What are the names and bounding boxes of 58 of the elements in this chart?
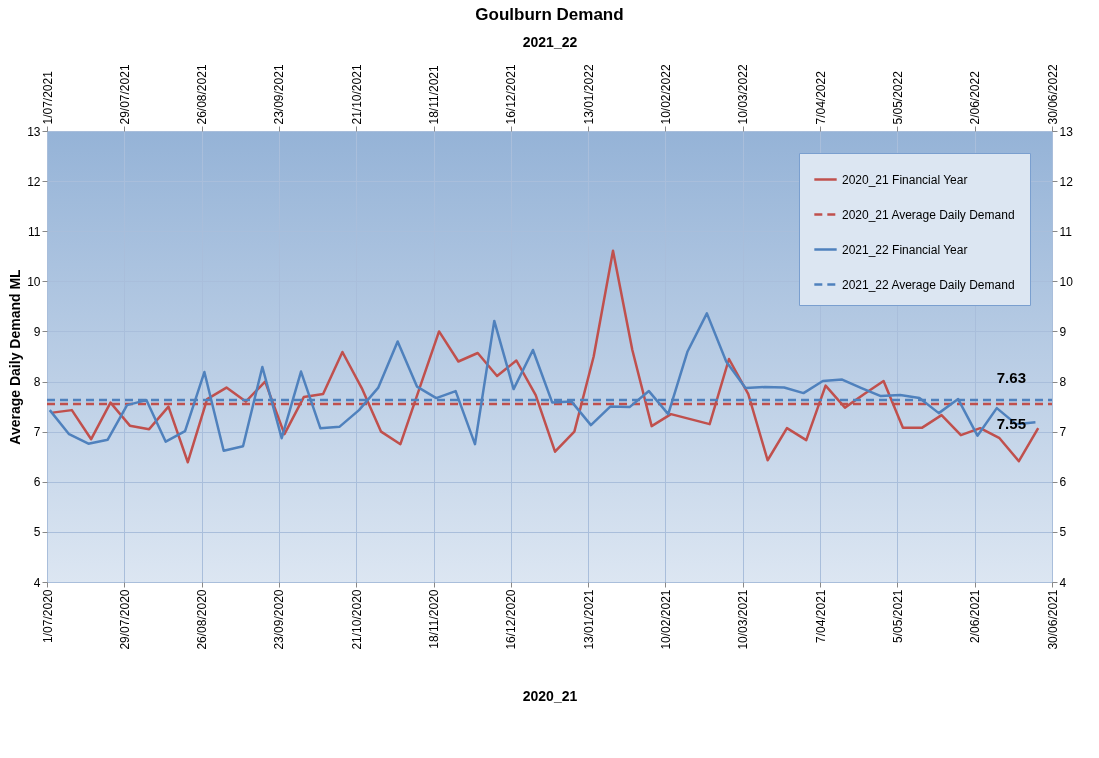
legend-label: 2021_22 Financial Year	[842, 242, 968, 257]
x-tick-label: 10/02/2021	[658, 589, 673, 650]
y-tick-label: 8	[33, 375, 41, 390]
x2-tick-label: 13/01/2022	[581, 64, 596, 125]
y2-tick-label: 9	[1059, 324, 1067, 339]
chart-title: Goulburn Demand	[475, 4, 624, 24]
x2-tick-label: 7/04/2022	[813, 70, 828, 125]
y2-tick-label: 11	[1059, 224, 1073, 239]
x2-axis-title: 2021_22	[522, 34, 578, 51]
y-tick-label: 11	[28, 224, 41, 239]
x2-tick-label: 16/12/2021	[504, 64, 519, 125]
y-tick-label: 10	[27, 274, 41, 289]
x2-tick-label: 18/11/2021	[427, 65, 442, 125]
x-tick-label: 10/03/2021	[736, 589, 751, 650]
y2-tick-label: 4	[1059, 575, 1067, 590]
y2-tick-label: 13	[1059, 124, 1074, 139]
y2-tick-label: 5	[1059, 525, 1067, 540]
y-axis-title: Average Daily Demand ML	[7, 268, 24, 445]
y-tick-label: 5	[33, 525, 41, 540]
x-tick-label: 2/06/2021	[968, 589, 983, 643]
x-tick-label: 5/05/2021	[890, 589, 905, 643]
x-tick-label: 1/07/2020	[40, 589, 55, 643]
y-tick-label: 4	[33, 575, 41, 590]
x-tick-label: 26/08/2020	[195, 589, 210, 650]
y2-tick-label: 10	[1059, 274, 1074, 289]
x-tick-label: 13/01/2021	[581, 589, 596, 650]
y-tick-label: 7	[33, 425, 41, 440]
legend-label: 2021_22 Average Daily Demand	[842, 277, 1015, 292]
y2-tick-label: 12	[1059, 174, 1074, 189]
x2-tick-label: 30/06/2022	[1045, 64, 1060, 125]
annotation: 7.63	[996, 369, 1026, 387]
x-tick-label: 21/10/2020	[349, 589, 364, 650]
x-tick-label: 29/07/2020	[117, 589, 132, 650]
y-tick-label: 12	[27, 174, 41, 189]
legend-label: 2020_21 Average Daily Demand	[842, 207, 1015, 222]
x2-tick-label: 21/10/2021	[349, 64, 364, 125]
x2-tick-label: 2/06/2022	[968, 70, 983, 125]
y-tick-label: 9	[33, 324, 41, 339]
y2-tick-label: 8	[1059, 375, 1067, 390]
x2-tick-label: 23/09/2021	[272, 64, 287, 125]
x-axis-title: 2020_21	[522, 687, 578, 704]
x2-tick-label: 5/05/2022	[890, 70, 905, 125]
annotation: 7.55	[996, 415, 1026, 433]
x2-tick-label: 29/07/2021	[117, 64, 132, 125]
legend-label: 2020_21 Financial Year	[842, 172, 968, 187]
y-tick-label: 6	[33, 475, 41, 490]
x2-tick-label: 10/03/2022	[736, 64, 751, 125]
x-tick-label: 30/06/2021	[1045, 589, 1060, 650]
y2-tick-label: 6	[1059, 475, 1067, 490]
x-tick-label: 7/04/2021	[813, 589, 828, 643]
x2-tick-label: 10/02/2022	[658, 64, 673, 125]
x-tick-label: 23/09/2020	[272, 589, 287, 650]
y-tick-label: 13	[27, 124, 41, 139]
y2-tick-label: 7	[1059, 425, 1067, 440]
x2-tick-label: 1/07/2021	[40, 70, 55, 125]
x-tick-label: 16/12/2020	[504, 589, 519, 650]
x-tick-label: 18/11/2020	[427, 589, 442, 649]
x2-tick-label: 26/08/2021	[195, 64, 210, 125]
